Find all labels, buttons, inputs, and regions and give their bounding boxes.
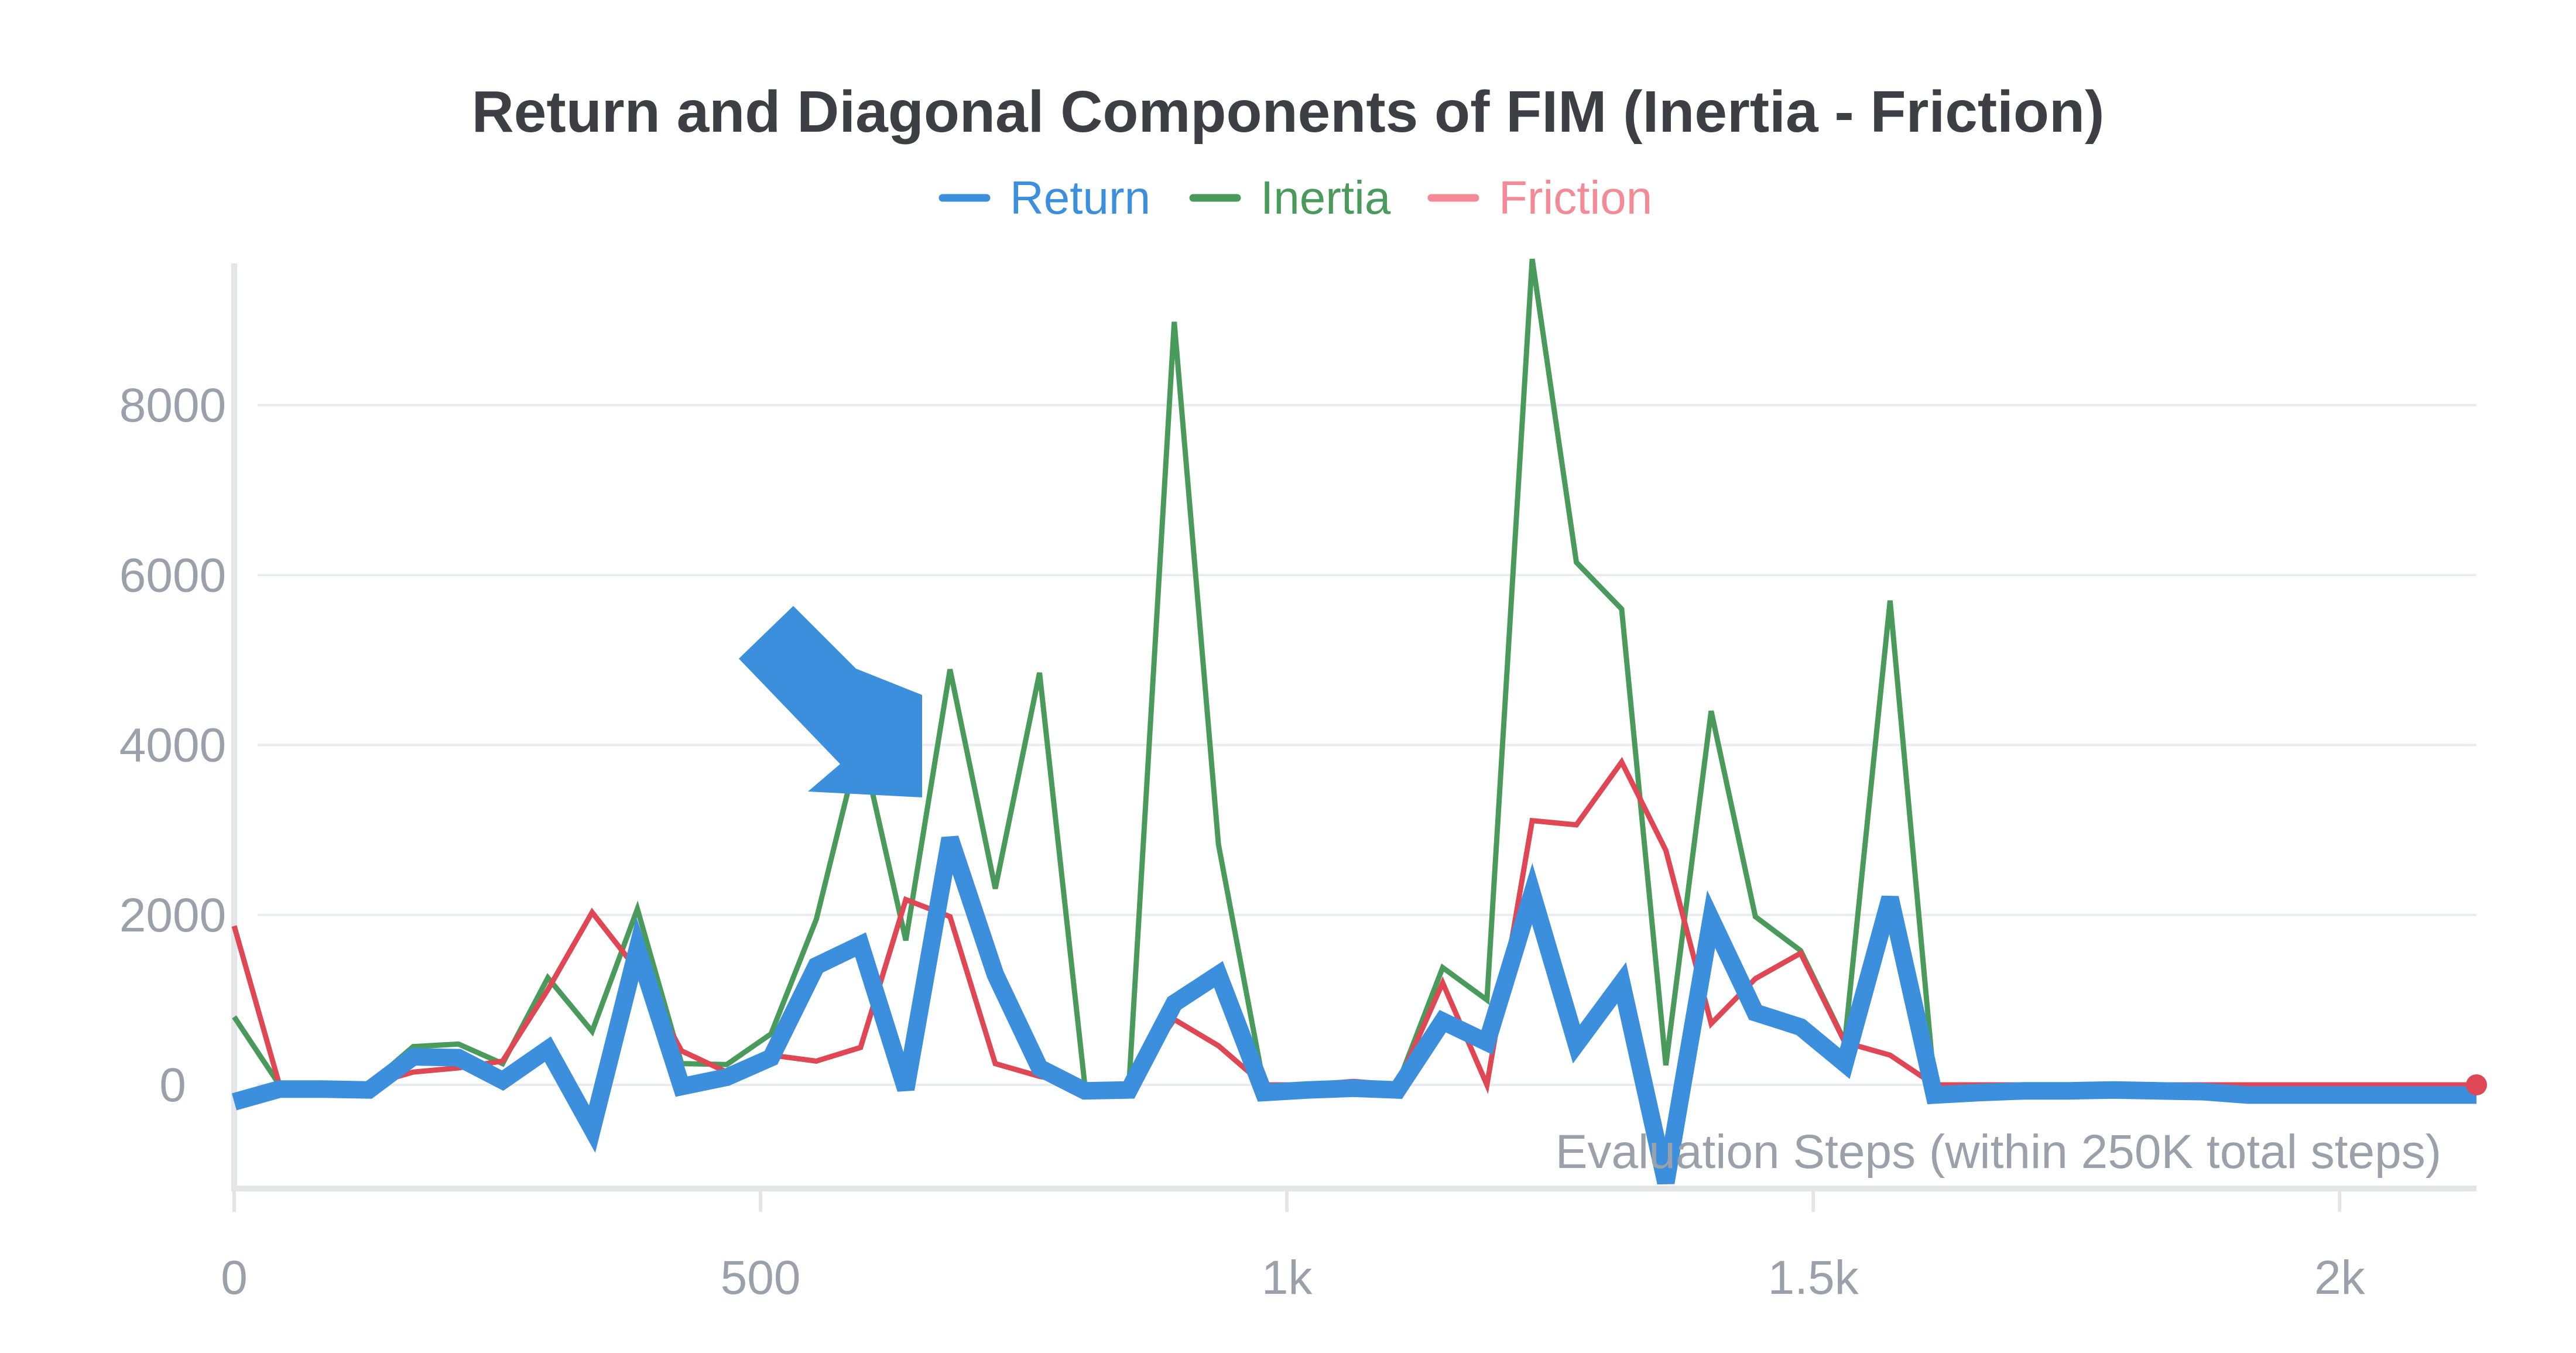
x-axis-label: Evaluation Steps (within 250K total step… (1556, 1125, 2441, 1179)
legend-label: Return (1010, 172, 1150, 224)
y-tick-label: 4000 (119, 719, 226, 772)
chart-title: Return and Diagonal Components of FIM (I… (472, 79, 2105, 145)
legend-label: Friction (1499, 172, 1652, 224)
y-tick-label: 6000 (119, 549, 226, 602)
x-tick-label: 2k (2314, 1251, 2366, 1304)
x-tick-label: 1k (1262, 1251, 1313, 1304)
y-tick-label: 0 (159, 1059, 186, 1112)
annotation-arrow (739, 606, 922, 797)
legend-item-friction: Friction (1427, 172, 1652, 224)
legend-label: Inertia (1260, 172, 1391, 224)
y-tick-label: 2000 (119, 889, 226, 942)
series-line-return (231, 835, 2476, 1185)
series-line-friction (231, 756, 2476, 1094)
series-line-inertia (232, 258, 2476, 1088)
x-tick-label: 0 (221, 1251, 248, 1304)
legend-item-return: Return (938, 172, 1150, 224)
legend-item-inertia: Inertia (1189, 172, 1391, 224)
axes (231, 263, 2476, 1191)
y-tick-label: 8000 (119, 379, 226, 432)
y-axis-ticks: 0 2000 4000 6000 8000 (119, 379, 226, 1112)
annotation-layer (739, 606, 922, 797)
x-tick-label: 500 (721, 1251, 801, 1304)
x-tick-label: 1.5k (1768, 1251, 1859, 1304)
legend: Return Inertia Friction (938, 172, 1652, 224)
x-axis-ticks: 0 500 1k 1.5k 2k (221, 1188, 2366, 1304)
gridlines (258, 404, 2476, 1086)
series-endpoint-friction (2466, 1074, 2487, 1095)
series-lines (231, 258, 2487, 1185)
